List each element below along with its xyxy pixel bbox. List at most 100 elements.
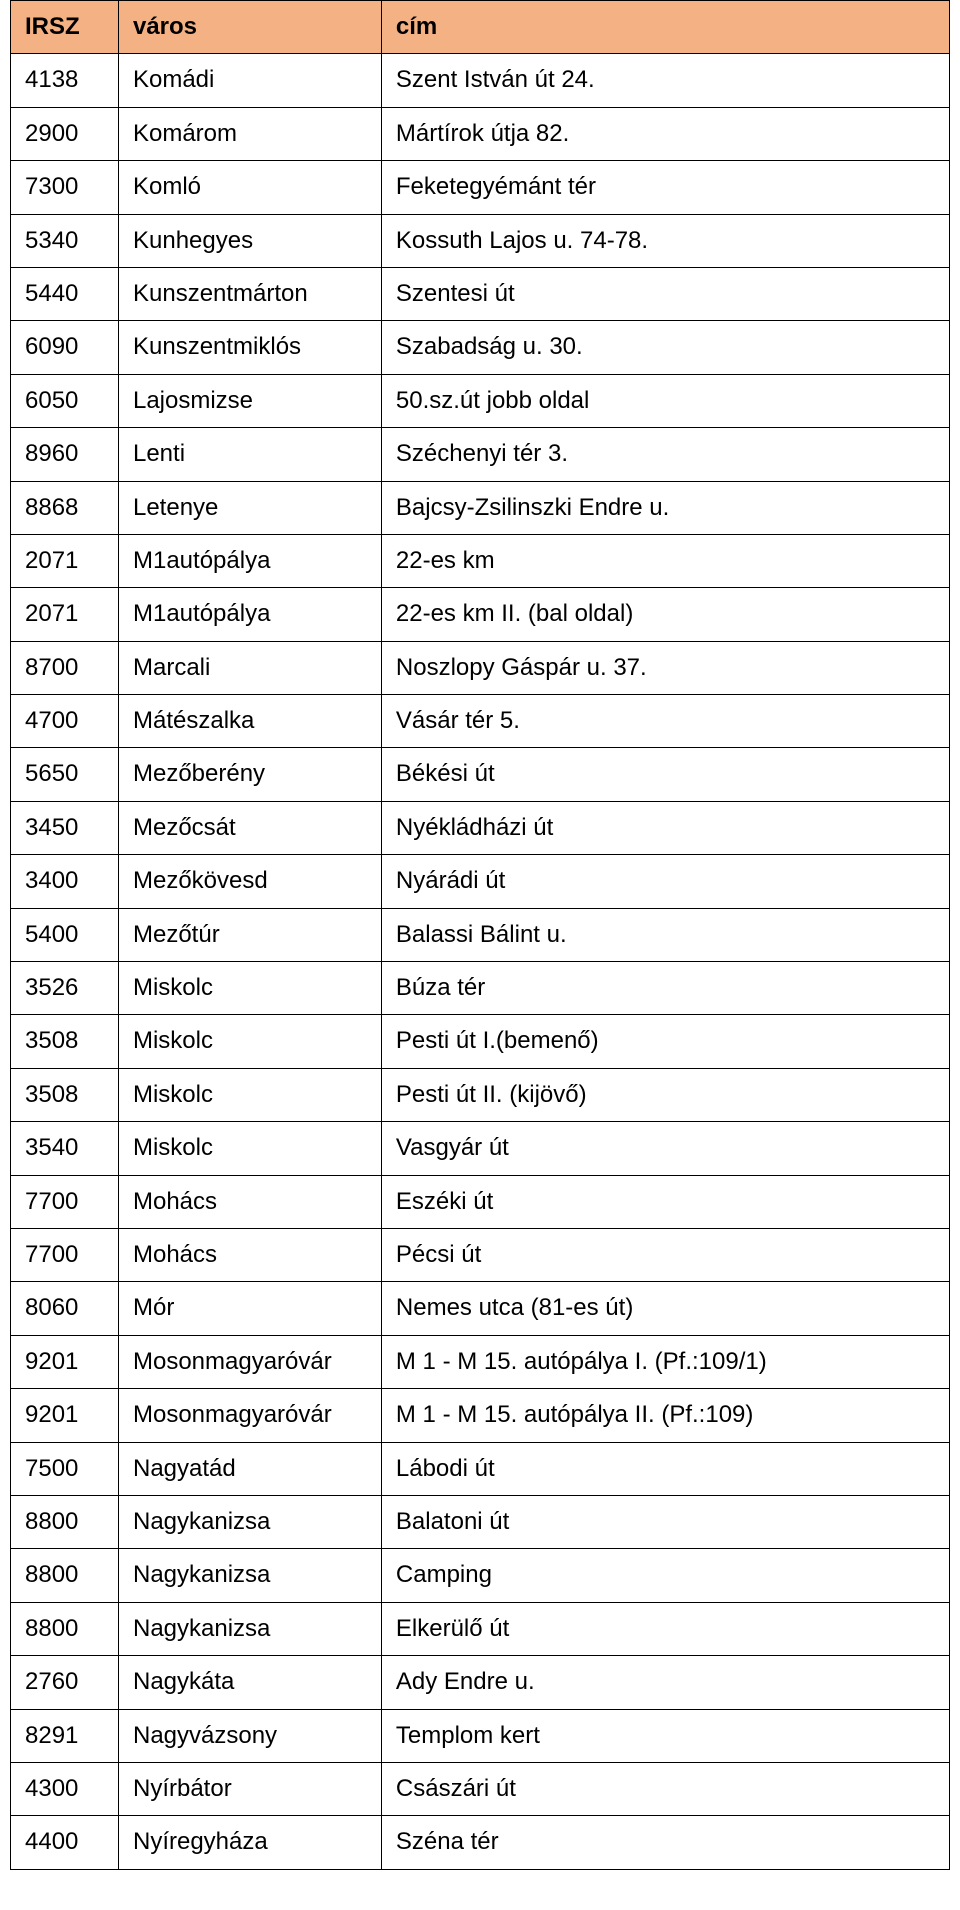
cell-irsz: 8868	[11, 481, 119, 534]
cell-irsz: 2900	[11, 107, 119, 160]
cell-cim: 22-es km II. (bal oldal)	[381, 588, 949, 641]
cell-cim: Templom kert	[381, 1709, 949, 1762]
table-row: 8060MórNemes utca (81-es út)	[11, 1282, 950, 1335]
col-header-cim: cím	[381, 1, 949, 54]
cell-varos: Miskolc	[118, 1122, 381, 1175]
table-row: 3526MiskolcBúza tér	[11, 962, 950, 1015]
cell-cim: Noszlopy Gáspár u. 37.	[381, 641, 949, 694]
cell-cim: M 1 - M 15. autópálya I. (Pf.:109/1)	[381, 1335, 949, 1388]
cell-cim: Camping	[381, 1549, 949, 1602]
cell-irsz: 4138	[11, 54, 119, 107]
cell-cim: Bajcsy-Zsilinszki Endre u.	[381, 481, 949, 534]
table-row: 4700MátészalkaVásár tér 5.	[11, 695, 950, 748]
table-row: 8291NagyvázsonyTemplom kert	[11, 1709, 950, 1762]
col-header-varos: város	[118, 1, 381, 54]
cell-irsz: 8800	[11, 1602, 119, 1655]
cell-irsz: 8800	[11, 1495, 119, 1548]
table-row: 2071M1autópálya22-es km	[11, 534, 950, 587]
cell-irsz: 8960	[11, 428, 119, 481]
cell-varos: M1autópálya	[118, 588, 381, 641]
cell-cim: Szent István út 24.	[381, 54, 949, 107]
cell-irsz: 5440	[11, 267, 119, 320]
cell-cim: Széna tér	[381, 1816, 949, 1869]
table-row: 7500NagyatádLábodi út	[11, 1442, 950, 1495]
table-row: 4138KomádiSzent István út 24.	[11, 54, 950, 107]
cell-varos: Miskolc	[118, 962, 381, 1015]
cell-varos: Kunszentmiklós	[118, 321, 381, 374]
cell-cim: Eszéki út	[381, 1175, 949, 1228]
cell-varos: Nagykáta	[118, 1656, 381, 1709]
table-row: 7700MohácsPécsi út	[11, 1228, 950, 1281]
cell-cim: Vásár tér 5.	[381, 695, 949, 748]
cell-cim: Császári út	[381, 1762, 949, 1815]
cell-varos: Lajosmizse	[118, 374, 381, 427]
cell-irsz: 4300	[11, 1762, 119, 1815]
cell-cim: Nyékládházi út	[381, 801, 949, 854]
cell-irsz: 3508	[11, 1068, 119, 1121]
cell-cim: M 1 - M 15. autópálya II. (Pf.:109)	[381, 1389, 949, 1442]
cell-cim: 50.sz.út jobb oldal	[381, 374, 949, 427]
cell-cim: Ady Endre u.	[381, 1656, 949, 1709]
table-row: 4400NyíregyházaSzéna tér	[11, 1816, 950, 1869]
cell-varos: Nagykanizsa	[118, 1549, 381, 1602]
col-header-irsz: IRSZ	[11, 1, 119, 54]
cell-irsz: 5650	[11, 748, 119, 801]
table-row: 3508MiskolcPesti út II. (kijövő)	[11, 1068, 950, 1121]
cell-irsz: 3526	[11, 962, 119, 1015]
table-row: 7700MohácsEszéki út	[11, 1175, 950, 1228]
table-row: 8700MarcaliNoszlopy Gáspár u. 37.	[11, 641, 950, 694]
cell-varos: Mohács	[118, 1175, 381, 1228]
table-row: 5650MezőberényBékési út	[11, 748, 950, 801]
cell-cim: Mártírok útja 82.	[381, 107, 949, 160]
cell-cim: Balassi Bálint u.	[381, 908, 949, 961]
cell-irsz: 3400	[11, 855, 119, 908]
table-row: 8800NagykanizsaBalatoni út	[11, 1495, 950, 1548]
cell-cim: Pécsi út	[381, 1228, 949, 1281]
cell-varos: Nagyatád	[118, 1442, 381, 1495]
cell-cim: Balatoni út	[381, 1495, 949, 1548]
table-row: 4300NyírbátorCsászári út	[11, 1762, 950, 1815]
cell-cim: Szabadság u. 30.	[381, 321, 949, 374]
table-row: 5440KunszentmártonSzentesi út	[11, 267, 950, 320]
cell-irsz: 5400	[11, 908, 119, 961]
cell-cim: Szentesi út	[381, 267, 949, 320]
cell-cim: Pesti út I.(bemenő)	[381, 1015, 949, 1068]
cell-cim: Széchenyi tér 3.	[381, 428, 949, 481]
cell-varos: Marcali	[118, 641, 381, 694]
table-row: 5340KunhegyesKossuth Lajos u. 74-78.	[11, 214, 950, 267]
table-row: 8868LetenyeBajcsy-Zsilinszki Endre u.	[11, 481, 950, 534]
table-header-row: IRSZ város cím	[11, 1, 950, 54]
table-row: 3508MiskolcPesti út I.(bemenő)	[11, 1015, 950, 1068]
cell-varos: Mezőkövesd	[118, 855, 381, 908]
cell-irsz: 5340	[11, 214, 119, 267]
cell-cim: Feketegyémánt tér	[381, 161, 949, 214]
cell-cim: Nemes utca (81-es út)	[381, 1282, 949, 1335]
cell-cim: 22-es km	[381, 534, 949, 587]
table-row: 3400MezőkövesdNyárádi út	[11, 855, 950, 908]
table-row: 7300KomlóFeketegyémánt tér	[11, 161, 950, 214]
cell-irsz: 9201	[11, 1335, 119, 1388]
cell-varos: Mosonmagyaróvár	[118, 1335, 381, 1388]
cell-varos: Mezőberény	[118, 748, 381, 801]
cell-irsz: 3508	[11, 1015, 119, 1068]
cell-cim: Búza tér	[381, 962, 949, 1015]
cell-varos: Mosonmagyaróvár	[118, 1389, 381, 1442]
table-row: 3450MezőcsátNyékládházi út	[11, 801, 950, 854]
table-row: 9201MosonmagyaróvárM 1 - M 15. autópálya…	[11, 1389, 950, 1442]
cell-irsz: 8291	[11, 1709, 119, 1762]
address-table: IRSZ város cím 4138KomádiSzent István út…	[10, 0, 950, 1870]
table-row: 8800NagykanizsaElkerülő út	[11, 1602, 950, 1655]
cell-varos: Miskolc	[118, 1068, 381, 1121]
cell-irsz: 9201	[11, 1389, 119, 1442]
cell-irsz: 6090	[11, 321, 119, 374]
table-row: 3540MiskolcVasgyár út	[11, 1122, 950, 1175]
table-row: 5400MezőtúrBalassi Bálint u.	[11, 908, 950, 961]
table-row: 6090KunszentmiklósSzabadság u. 30.	[11, 321, 950, 374]
cell-irsz: 6050	[11, 374, 119, 427]
cell-cim: Békési út	[381, 748, 949, 801]
cell-irsz: 7700	[11, 1228, 119, 1281]
cell-irsz: 2760	[11, 1656, 119, 1709]
table-row: 8800NagykanizsaCamping	[11, 1549, 950, 1602]
cell-irsz: 3450	[11, 801, 119, 854]
cell-varos: Nagyvázsony	[118, 1709, 381, 1762]
